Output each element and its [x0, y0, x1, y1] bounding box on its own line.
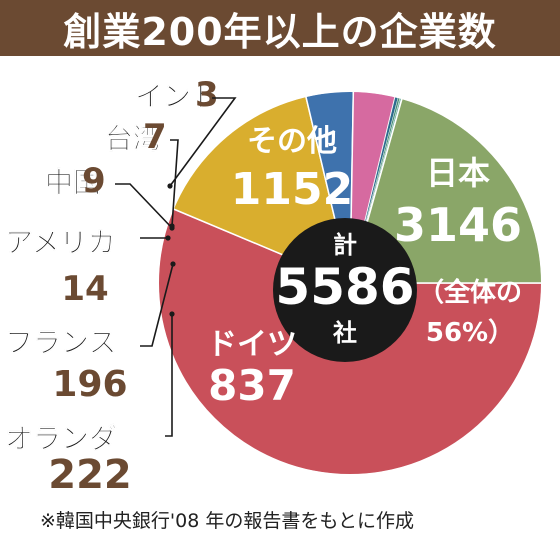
note-日本-line1: （全体の [418, 277, 522, 308]
total-top-label: 計 [333, 231, 357, 259]
value-台湾: 7 [143, 117, 167, 157]
leader-インド [169, 97, 237, 187]
label-台湾: 台湾 [105, 122, 161, 155]
value-ドイツ: 837 [208, 361, 296, 410]
label-オランダ: オランダ [5, 422, 117, 455]
value-フランス: 196 [52, 364, 127, 405]
label-ドイツ: ドイツ [207, 327, 297, 362]
title-bar: 創業200年以上の企業数 [0, 0, 560, 56]
label-中国: 中国 [45, 166, 101, 199]
chart-title: 創業200年以上の企業数 [63, 9, 497, 54]
leader-dot-アメリカ [165, 235, 171, 241]
leader-dot-中国 [169, 225, 175, 231]
pie-outline [157, 90, 543, 476]
value-オランダ: 222 [48, 452, 132, 498]
leader-中国 [115, 183, 173, 229]
total-value: 5586 [275, 258, 414, 316]
leader-dot-インド [167, 183, 173, 189]
leader-dot-フランス [170, 261, 176, 267]
value-アメリカ: 14 [61, 269, 108, 309]
leader-フランス [140, 263, 174, 347]
label-日本: 日本 [426, 154, 490, 192]
leader-オランダ [165, 314, 173, 437]
label-フランス: フランス [5, 326, 116, 359]
value-インド: 3 [195, 75, 219, 115]
leader-台湾 [170, 139, 179, 227]
value-日本: 3146 [394, 198, 522, 252]
total-circle [273, 218, 417, 362]
footnote: ※韓国中央銀行'08 年の報告書をもとに作成 [40, 510, 414, 532]
label-アメリカ: アメリカ [5, 226, 116, 259]
total-bottom-label: 社 [333, 319, 357, 347]
note-日本-line2: 56%） [426, 318, 514, 348]
value-中国: 9 [82, 161, 106, 201]
leader-dot-オランダ [169, 311, 175, 317]
label-その他: その他 [247, 124, 337, 159]
value-その他: 1152 [231, 164, 353, 215]
label-インド: インド [135, 80, 219, 113]
